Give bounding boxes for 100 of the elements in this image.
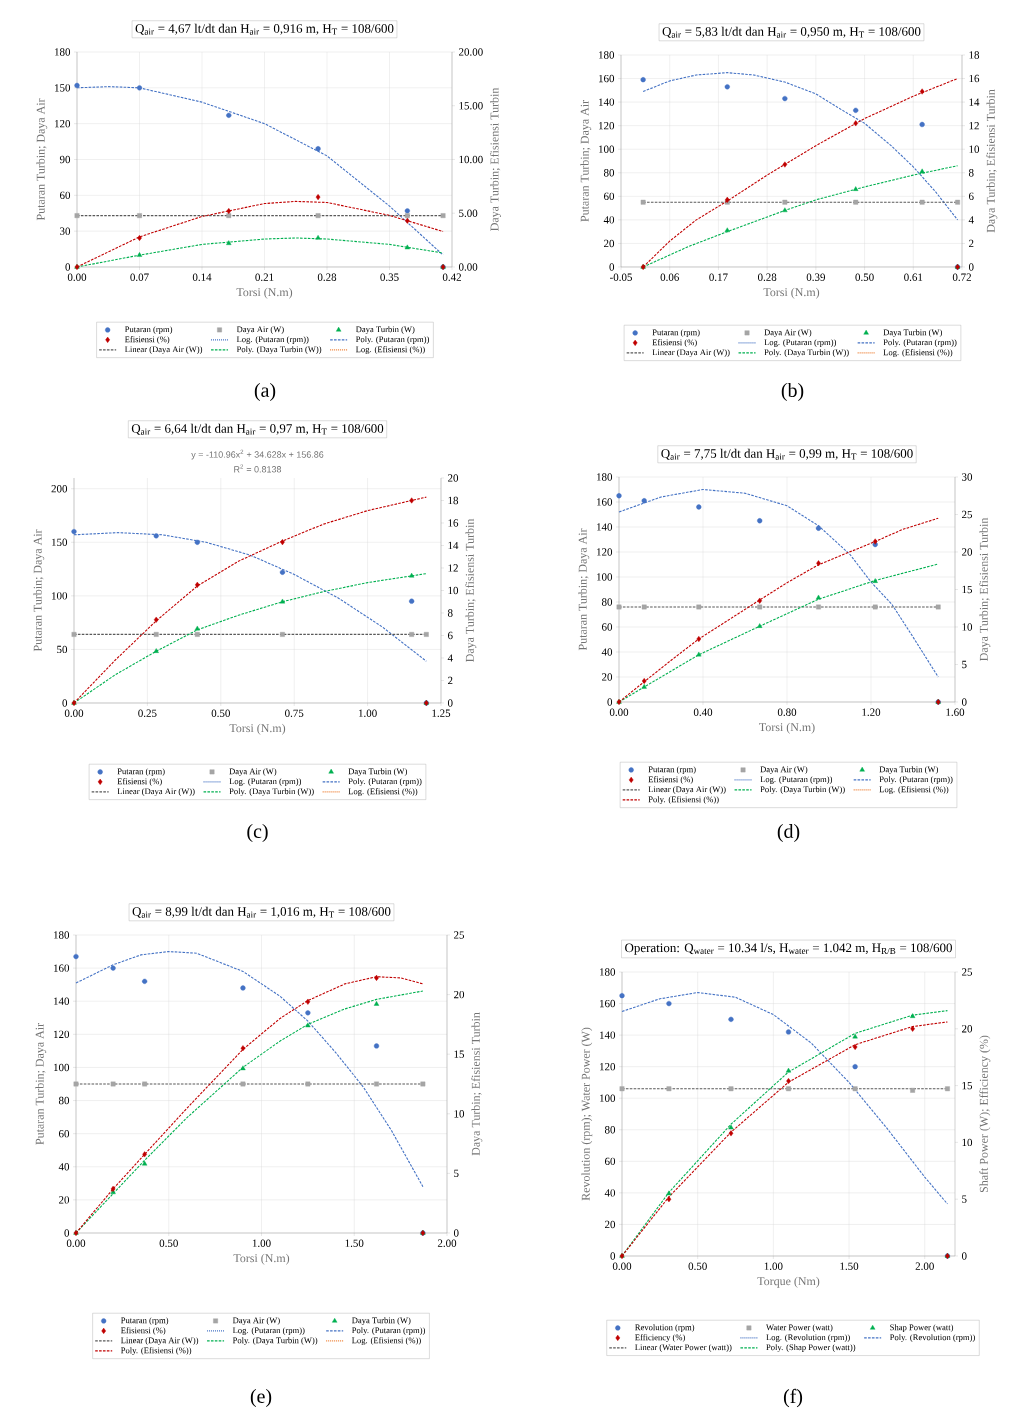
x-tick-label: 0.50 (688, 1262, 707, 1270)
legend-label: Daya Air (W) (229, 768, 277, 776)
point (935, 604, 941, 610)
point (785, 1029, 792, 1035)
y-tick-label: 140 (597, 523, 613, 531)
point (240, 1065, 246, 1071)
point (640, 199, 646, 205)
y2-tick-label: 14 (969, 98, 980, 106)
point (373, 1043, 380, 1049)
point (816, 560, 821, 567)
x-tick-label: 0.00 (64, 709, 84, 717)
y-tick-label: 60 (59, 191, 71, 200)
y-tick-label: 160 (600, 999, 616, 1008)
x-axis-title: Torsi (N.m) (229, 723, 286, 735)
point (240, 1045, 246, 1052)
y-axis-title: Putaran Turbin; Daya Air (33, 529, 45, 652)
chart-title: Q$_{air}$ = 7,75 lt/dt dan H$_{air}$ = 0,99 m, H$_{T}$ = 108/600 (661, 448, 913, 460)
legend-label: Daya Turbin (W) (348, 768, 407, 776)
point (640, 77, 646, 83)
legend-label: Efficiency (%) (635, 1334, 685, 1343)
x-tick-label: 0.42 (442, 273, 461, 281)
y2-tick-label: 15 (454, 1050, 465, 1058)
x-tick-label: 0.06 (660, 273, 679, 281)
point (110, 1185, 116, 1192)
x-tick-label: 1.50 (345, 1239, 364, 1247)
point (919, 88, 925, 95)
legend-label: Linear (Daya Air (W)) (120, 1337, 199, 1345)
x-tick-label: 0.80 (777, 708, 797, 716)
point (315, 146, 321, 152)
legend-label: Linear (Daya Air (W)) (648, 786, 726, 794)
point (374, 1081, 379, 1087)
point (409, 497, 414, 504)
x-tick-label: 0.40 (693, 708, 713, 716)
chart-title: Operation: Q$_{water}$ = 10.34 l/s, H$_{water}$ = 1.042 m, H$_{R/B}$ = 108/600 (625, 943, 952, 955)
y2-tick-label: 5 (962, 660, 967, 669)
point (666, 1086, 672, 1092)
y-tick-label: 60 (604, 192, 615, 201)
point (226, 213, 232, 219)
point (280, 632, 285, 637)
point (404, 208, 410, 214)
chart-title: Q$_{air}$ = 8,99 lt/dt dan H$_{air}$ = 1,016 m, H$_{T}$ = 108/600 (132, 906, 391, 918)
chart-title: Q$_{air}$ = 5,83 lt/dt dan H$_{air}$ = 0,950 m, H$_{T}$ = 108/600 (662, 26, 921, 38)
text: y = -110.96x$^{2}$ + 34.628x + 156.86 (191, 449, 324, 460)
x-axis-title: Torsi (N.m) (759, 722, 815, 734)
x-tick-label: 0.39 (806, 273, 825, 281)
point (194, 539, 200, 545)
legend-label: Daya Turbin (W) (883, 329, 942, 337)
point (872, 604, 878, 610)
y2-tick-label: 10 (454, 1110, 465, 1118)
point (815, 594, 822, 600)
y-tick-label: 40 (601, 648, 613, 656)
legend-label: Poly. (Revolution (rpm)) (889, 1334, 975, 1342)
point (404, 213, 410, 219)
x-tick-label: 0.61 (904, 273, 923, 281)
point (142, 1081, 148, 1087)
legend-label: Poly. (Putaran (rpm)) (351, 1327, 426, 1335)
y2-tick-label: 8 (968, 169, 974, 177)
x-axis-title: Torque (Nm) (757, 1276, 820, 1288)
x-tick-label: 0.07 (130, 273, 149, 281)
point (696, 504, 702, 510)
point (919, 121, 925, 128)
chart-title: Q$_{air}$ = 4,67 lt/dt dan H$_{air}$ = 0,916 m, H$_{T}$ = 108/600 (135, 23, 394, 35)
y2-tick-label: 14 (448, 541, 459, 550)
point (724, 227, 730, 233)
legend-label: Efisiensi (%) (652, 339, 697, 347)
legend-label: Daya Turbin (W) (351, 1317, 411, 1325)
point (240, 985, 246, 991)
legend-label: Poly. (Efisiensi (%)) (648, 796, 719, 805)
y2-tick-label: 16 (448, 519, 459, 527)
y-tick-label: 40 (604, 1189, 616, 1197)
point (696, 636, 702, 642)
point (305, 1022, 311, 1028)
point (194, 632, 200, 637)
point (110, 1081, 116, 1087)
point (420, 1081, 426, 1087)
y-tick-label: 20 (602, 673, 613, 681)
point (619, 1086, 625, 1092)
y-tick-label: 120 (54, 1030, 70, 1039)
point (136, 252, 143, 257)
y-tick-label: 0 (65, 263, 71, 271)
point (782, 207, 788, 213)
y-tick-label: 200 (51, 485, 68, 493)
point (74, 213, 80, 219)
y2-tick-label: 10.00 (459, 155, 483, 164)
y-tick-label: 50 (57, 645, 68, 654)
y-tick-label: 100 (54, 1063, 70, 1072)
point (142, 1160, 148, 1166)
point (757, 518, 763, 524)
x-tick-label: 0.00 (609, 708, 629, 716)
point (616, 604, 622, 610)
y2-tick-label: 10 (448, 586, 459, 595)
y2-tick-label: 8 (447, 609, 453, 617)
y-tick-label: 160 (597, 498, 613, 506)
legend-label: Log. (Efisiensi (%)) (879, 786, 949, 794)
x-tick-label: 1.50 (840, 1262, 859, 1270)
point (73, 1081, 79, 1087)
y-axis-title: Putaran Turbin; Daya Air (580, 100, 592, 222)
x-tick-label: 0.00 (67, 273, 87, 281)
y-axis-title: Revolution (rpm); Water Power (W) (581, 1027, 593, 1201)
y2-tick-label: 6 (968, 192, 974, 200)
